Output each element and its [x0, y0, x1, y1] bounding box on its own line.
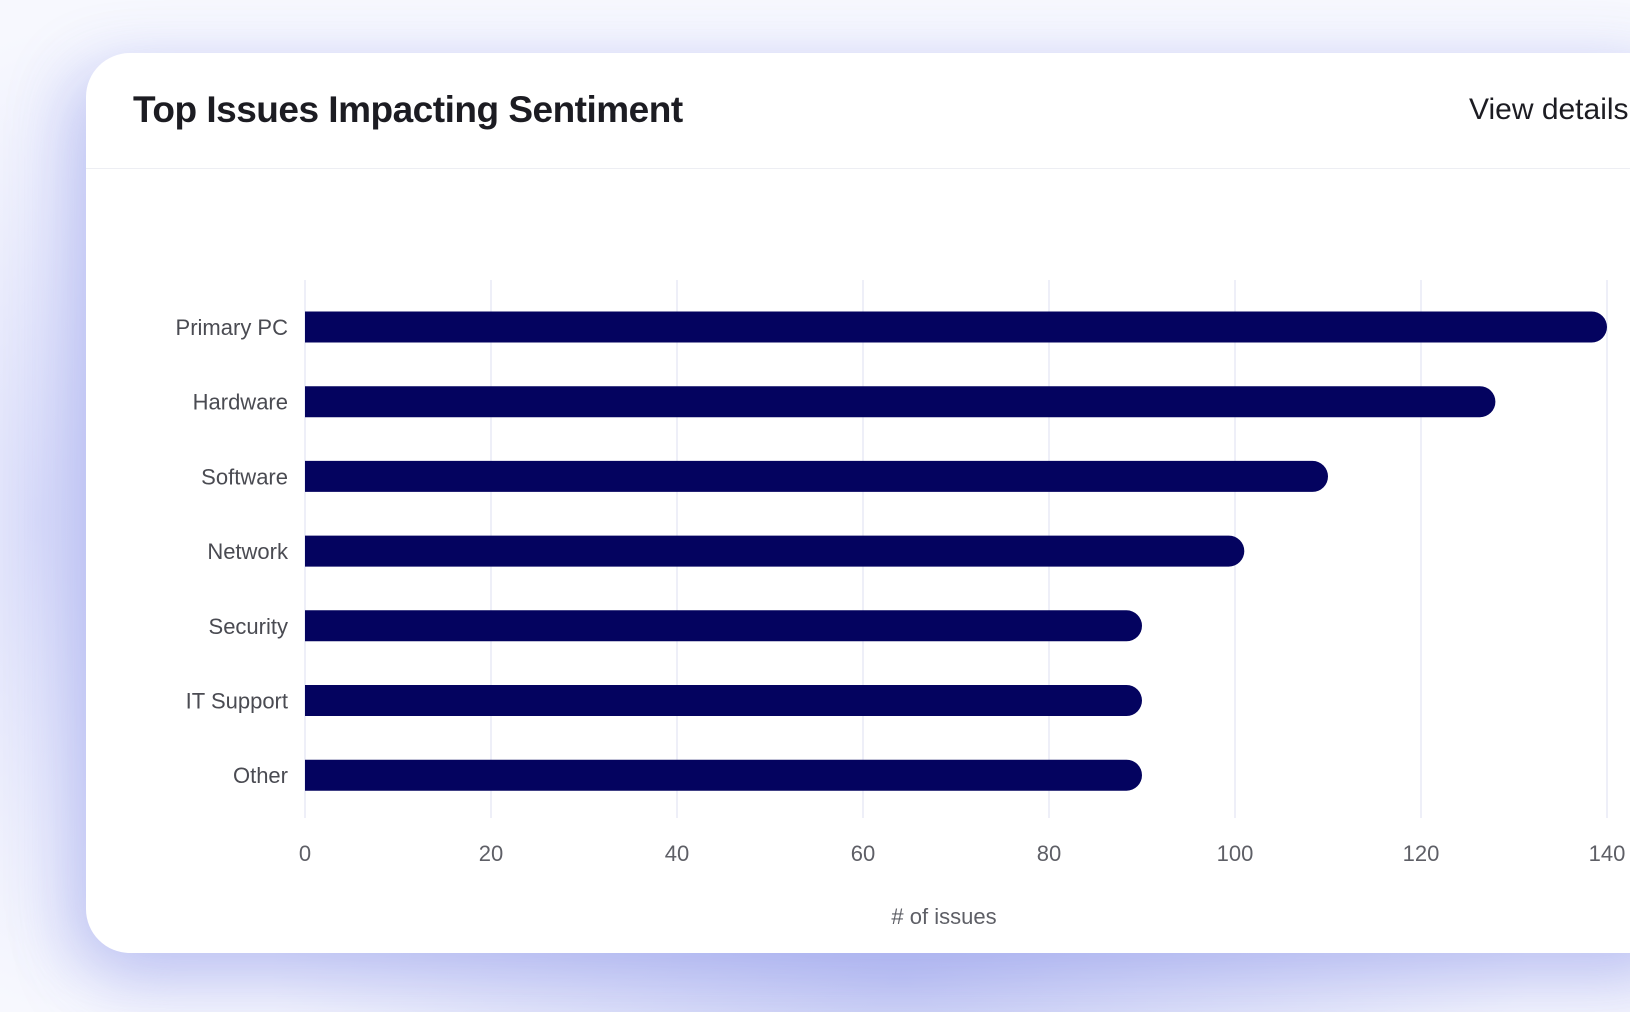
- view-details-link[interactable]: View details: [1469, 93, 1629, 126]
- bars: [305, 311, 1607, 791]
- x-tick-label: 0: [299, 841, 311, 866]
- x-tick-label: 100: [1217, 841, 1254, 866]
- x-tick-label: 40: [665, 841, 689, 866]
- category-label: Hardware: [193, 390, 288, 415]
- category-label: Software: [201, 464, 288, 489]
- category-label: IT Support: [186, 689, 288, 714]
- x-tick-label: 60: [851, 841, 875, 866]
- category-labels: Primary PC Hardware Software Network Securit…: [176, 315, 289, 788]
- bar-other[interactable]: [305, 759, 1142, 791]
- bar-it-support[interactable]: [305, 685, 1142, 716]
- category-label: Network: [207, 539, 289, 564]
- bar-hardware[interactable]: [305, 386, 1496, 418]
- bar-software[interactable]: [305, 460, 1328, 492]
- bar-primary-pc[interactable]: [305, 311, 1607, 343]
- card-header: Top Issues Impacting Sentiment View deta…: [86, 53, 1630, 169]
- x-tick-label: 80: [1037, 841, 1061, 866]
- x-axis-title: # of issues: [891, 904, 996, 929]
- category-label: Other: [233, 763, 288, 788]
- category-label: Security: [209, 614, 288, 639]
- category-label: Primary PC: [176, 315, 289, 340]
- x-tick-label: 120: [1403, 841, 1440, 866]
- x-tick-label: 140: [1589, 841, 1626, 866]
- bar-security[interactable]: [305, 610, 1142, 642]
- card-title: Top Issues Impacting Sentiment: [133, 89, 683, 130]
- x-tick-label: 20: [479, 841, 503, 866]
- bar-network[interactable]: [305, 535, 1245, 567]
- x-axis-tick-labels: 0 20 40 60 80 100 120 140: [299, 841, 1625, 866]
- chart-card: Top Issues Impacting Sentiment View deta…: [86, 53, 1630, 953]
